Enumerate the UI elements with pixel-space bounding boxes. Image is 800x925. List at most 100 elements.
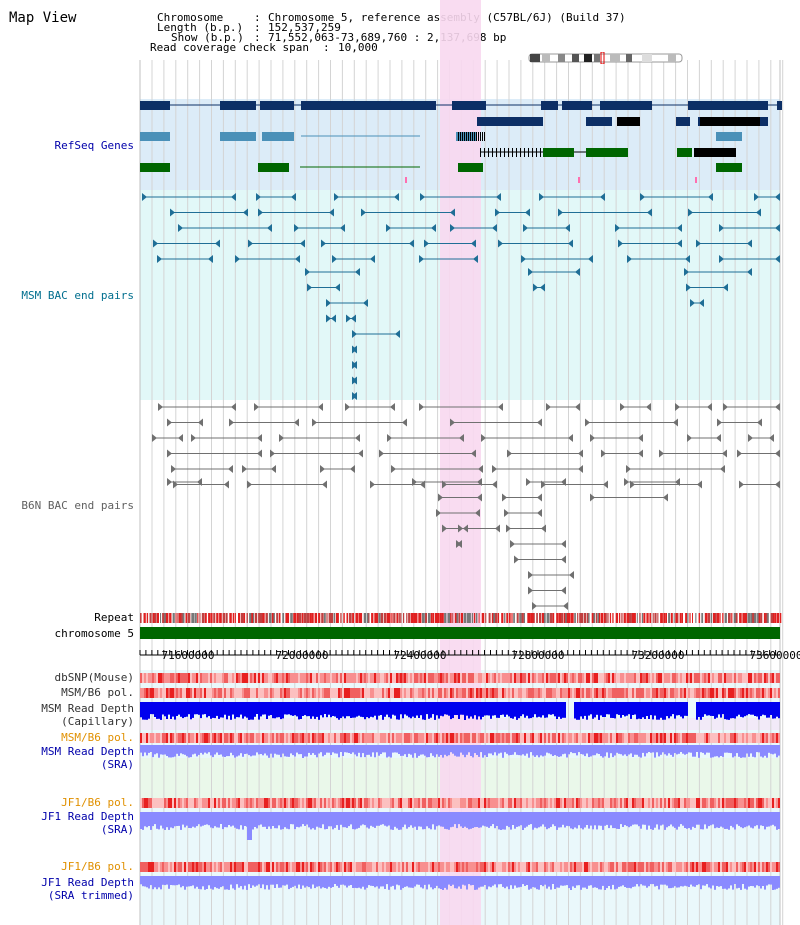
msm-depth-capillary-bar (668, 702, 670, 719)
jf1-b6-pol-2-mark (514, 862, 516, 872)
jf1-depth-sra-bar (270, 812, 272, 829)
dbsnp-mark (348, 673, 350, 683)
msm-depth-sra-bar (296, 745, 298, 753)
jf1-depth-trimmed-bar (652, 876, 654, 885)
jf1-b6-pol-mark (512, 798, 514, 808)
jf1-depth-sra-bar (466, 812, 468, 828)
msm-depth-capillary-bar (402, 702, 404, 719)
msm-b6-pol-mark (312, 688, 314, 698)
jf1-b6-pol-mark (742, 798, 744, 808)
msm-depth-sra-bar (244, 745, 246, 754)
msm-b6-pol-2-mark (514, 733, 516, 743)
msm-b6-pol-mark (498, 688, 500, 698)
msm-b6-pol-2-mark (592, 733, 594, 743)
msm-b6-pol-2-mark (362, 733, 364, 743)
msm-depth-sra-bar (428, 745, 430, 758)
msm-bac-pair-end (409, 239, 414, 248)
jf1-b6-pol-mark (498, 798, 500, 808)
track-label-refseq[interactable]: RefSeq Genes (54, 139, 134, 152)
msm-b6-pol-2-mark (510, 733, 512, 743)
msm-b6-pol-mark (704, 688, 706, 698)
msm-depth-sra-bar (360, 745, 362, 758)
jf1-b6-pol-2-mark (280, 862, 282, 872)
msm-b6-pol-mark (636, 688, 638, 698)
msm-b6-pol-2-mark (552, 733, 554, 743)
msm-depth-sra-bar (184, 745, 186, 755)
msm-depth-capillary-bar (706, 702, 708, 716)
jf1-depth-trimmed-bar (528, 876, 530, 890)
dbsnp-mark (290, 673, 292, 683)
repeat-mark (318, 613, 321, 623)
jf1-b6-pol-2-mark (184, 862, 186, 872)
jf1-depth-sra-bar (164, 812, 166, 830)
repeat-mark (754, 613, 757, 623)
msm-depth-capillary-bar (404, 702, 406, 715)
msm-b6-pol-2-mark (668, 733, 670, 743)
msm-depth-sra-bar (594, 745, 596, 756)
jf1-depth-sra-bar (432, 812, 434, 825)
msm-depth-capillary-bar (678, 702, 680, 716)
jf1-depth-sra-bar (298, 812, 300, 828)
msm-depth-sra-bar (508, 745, 510, 756)
jf1-b6-pol-2-mark (244, 862, 246, 872)
jf1-b6-pol-2-mark (154, 862, 156, 872)
track-label-msm-bac[interactable]: MSM BAC end pairs (21, 289, 134, 302)
jf1-depth-sra-bar (664, 812, 666, 830)
jf1-b6-pol-2-mark (402, 862, 404, 872)
msm-b6-pol-2-mark (302, 733, 304, 743)
jf1-b6-pol-mark (670, 798, 672, 808)
jf1-depth-sra-bar (638, 812, 640, 827)
dbsnp-mark (360, 673, 362, 683)
b6n-bac-pair-end (171, 465, 176, 473)
msm-b6-pol-2-mark (336, 733, 338, 743)
jf1-depth-trimmed-bar (654, 876, 656, 887)
jf1-depth-trimmed-bar (264, 876, 266, 890)
jf1-depth-sra-bar (268, 812, 270, 827)
jf1-depth-sra-bar (252, 812, 254, 830)
jf1-b6-pol-mark (170, 798, 172, 808)
b6n-bac-pair-end (687, 434, 692, 442)
b6n-bac-pair-end (178, 434, 183, 442)
msm-b6-pol-2-mark (632, 733, 634, 743)
jf1-b6-pol-mark (754, 798, 756, 808)
jf1-b6-pol-mark (368, 798, 370, 808)
repeat-mark (556, 613, 559, 623)
msm-b6-pol-2-mark (494, 733, 496, 743)
msm-b6-pol-2-mark (772, 733, 774, 743)
b6n-bac-pair-end (402, 418, 407, 427)
jf1-b6-pol-mark (518, 798, 520, 808)
chromosome-ideogram[interactable] (528, 52, 684, 64)
msm-depth-sra-bar (394, 745, 396, 753)
dbsnp-mark (350, 673, 352, 683)
msm-depth-sra-bar (686, 745, 688, 754)
dbsnp-mark (400, 673, 402, 683)
msm-b6-pol-mark (440, 688, 442, 698)
msm-b6-pol-2-mark (308, 733, 310, 743)
msm-b6-pol-2-mark (194, 733, 196, 743)
repeat-mark (346, 613, 349, 623)
jf1-b6-pol-2-mark (730, 862, 732, 872)
jf1-b6-pol-2-mark (556, 862, 558, 872)
msm-b6-pol-mark (652, 688, 654, 698)
msm-b6-pol-2-mark (548, 733, 550, 743)
msm-b6-pol-mark (554, 688, 556, 698)
msm-b6-pol-mark (648, 688, 650, 698)
msm-depth-sra-bar (524, 745, 526, 756)
msm-depth-sra-bar (764, 745, 766, 756)
msm-depth-capillary-bar (590, 702, 592, 715)
jf1-depth-sra-bar (318, 812, 320, 828)
jf1-depth-trimmed-bar (778, 876, 780, 888)
msm-b6-pol-2-mark (206, 733, 208, 743)
msm-b6-pol-2-mark (684, 733, 686, 743)
jf1-depth-trimmed-bar (414, 876, 416, 887)
msm-depth-capillary-bar (260, 702, 262, 717)
msm-b6-pol-2-mark (296, 733, 298, 743)
msm-depth-sra-bar (300, 745, 302, 755)
msm-depth-capillary-bar (746, 702, 748, 716)
dbsnp-mark (334, 673, 336, 683)
msm-depth-sra-bar (514, 745, 516, 753)
jf1-b6-pol-mark (604, 798, 606, 808)
msm-depth-capillary-bar (732, 702, 734, 719)
b6n-bac-pair-end (563, 602, 568, 610)
